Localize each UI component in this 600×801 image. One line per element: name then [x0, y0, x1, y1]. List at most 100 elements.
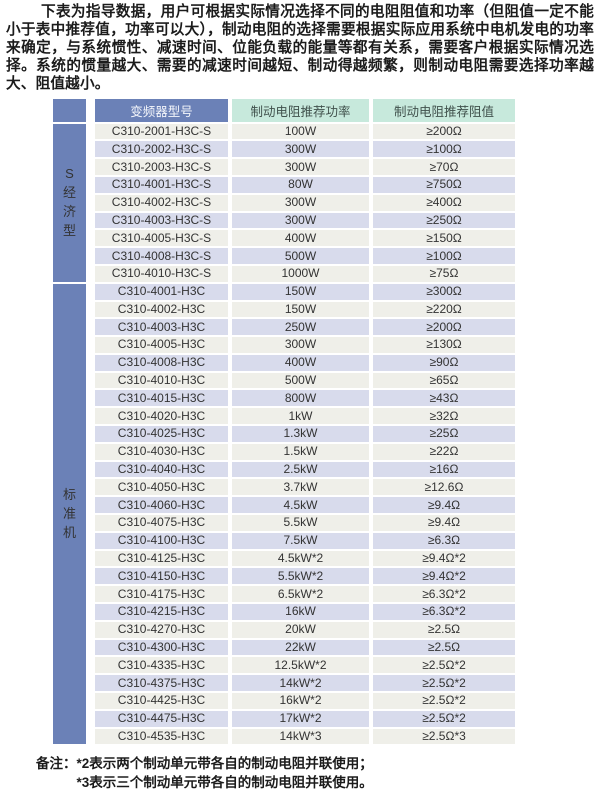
model-cell: C310-4175-H3C [95, 586, 228, 602]
table-header-row: 变频器型号 制动电阻推荐功率 制动电阻推荐阻值 [53, 99, 515, 122]
section-label-standard: 标准机 [53, 284, 91, 745]
model-cell: C310-4001-H3C-S [95, 177, 228, 193]
power-cell: 14kW*3 [232, 729, 369, 745]
power-cell: 250W [232, 319, 369, 335]
power-cell: 500W [232, 373, 369, 389]
page: 下表为指导数据，用户可根据实际情况选择不同的电阻阻值和功率（但阻值一定不能小于表… [0, 4, 600, 801]
resistance-cell: ≥2.5Ω*2 [373, 675, 515, 691]
model-cell: C310-4020-H3C [95, 408, 228, 424]
power-cell: 3.7kW [232, 479, 369, 495]
model-cell: C310-4002-H3C [95, 302, 228, 318]
resistance-cell: ≥130Ω [373, 337, 515, 353]
model-cell: C310-4335-H3C [95, 657, 228, 673]
model-cell: C310-4008-H3C [95, 355, 228, 371]
power-cell: 1000W [232, 266, 369, 282]
intro-paragraph: 下表为指导数据，用户可根据实际情况选择不同的电阻阻值和功率（但阻值一定不能小于表… [6, 4, 594, 94]
resistance-cell: ≥2.5Ω*3 [373, 729, 515, 745]
resistance-cell: ≥150Ω [373, 230, 515, 246]
model-cell: C310-4150-H3C [95, 568, 228, 584]
col-header-power: 制动电阻推荐功率 [232, 99, 369, 122]
power-cell: 800W [232, 390, 369, 406]
table-corner-cell [53, 99, 91, 122]
power-cell: 5.5kW*2 [232, 568, 369, 584]
resistance-cell: ≥200Ω [373, 124, 515, 140]
resistance-cell: ≥9.4Ω [373, 515, 515, 531]
resistance-cell: ≥200Ω [373, 319, 515, 335]
power-cell: 1.5kW [232, 444, 369, 460]
power-cell: 16kW*2 [232, 693, 369, 709]
power-cell: 500W [232, 248, 369, 264]
model-cell: C310-4001-H3C [95, 284, 228, 300]
resistance-cell: ≥100Ω [373, 141, 515, 157]
power-cell: 4.5kW [232, 497, 369, 513]
power-cell: 2.5kW [232, 462, 369, 478]
power-cell: 22kW [232, 640, 369, 656]
col-header-resistance: 制动电阻推荐阻值 [373, 99, 515, 122]
power-cell: 16kW [232, 604, 369, 620]
resistance-cell: ≥750Ω [373, 177, 515, 193]
model-cell: C310-2001-H3C-S [95, 124, 228, 140]
resistance-cell: ≥2.5Ω*2 [373, 657, 515, 673]
power-cell: 300W [232, 337, 369, 353]
power-cell: 300W [232, 159, 369, 175]
model-cell: C310-4215-H3C [95, 604, 228, 620]
resistance-cell: ≥9.4Ω*2 [373, 551, 515, 567]
resistance-cell: ≥65Ω [373, 373, 515, 389]
resistance-cell: ≥6.3Ω [373, 533, 515, 549]
power-cell: 20kW [232, 622, 369, 638]
resistance-cell: ≥25Ω [373, 426, 515, 442]
resistance-cell: ≥70Ω [373, 159, 515, 175]
model-cell: C310-2002-H3C-S [95, 141, 228, 157]
resistance-cell: ≥6.3Ω*2 [373, 586, 515, 602]
resistance-cell: ≥22Ω [373, 444, 515, 460]
model-cell: C310-4060-H3C [95, 497, 228, 513]
model-cell: C310-4535-H3C [95, 729, 228, 745]
model-cell: C310-4003-H3C-S [95, 213, 228, 229]
model-cell: C310-4475-H3C [95, 711, 228, 727]
power-cell: 1kW [232, 408, 369, 424]
model-cell: C310-4010-H3C [95, 373, 228, 389]
note-line-2: *3表示三个制动单元带各自的制动电阻并联使用。 [77, 773, 600, 792]
resistance-cell: ≥9.4Ω [373, 497, 515, 513]
power-cell: 150W [232, 284, 369, 300]
resistance-cell: ≥75Ω [373, 266, 515, 282]
model-cell: C310-4300-H3C [95, 640, 228, 656]
power-cell: 7.5kW [232, 533, 369, 549]
resistance-cell: ≥90Ω [373, 355, 515, 371]
resistance-cell: ≥32Ω [373, 408, 515, 424]
model-cell: C310-4025-H3C [95, 426, 228, 442]
note-line-1: 备注：*2表示两个制动单元带各自的制动电阻并联使用； [36, 754, 600, 773]
resistance-cell: ≥250Ω [373, 213, 515, 229]
resistance-cell: ≥2.5Ω*2 [373, 711, 515, 727]
model-cell: C310-4425-H3C [95, 693, 228, 709]
model-cell: C310-4075-H3C [95, 515, 228, 531]
power-cell: 1.3kW [232, 426, 369, 442]
model-cell: C310-4125-H3C [95, 551, 228, 567]
section-label-text: 标准机 [53, 488, 86, 540]
power-cell: 300W [232, 213, 369, 229]
